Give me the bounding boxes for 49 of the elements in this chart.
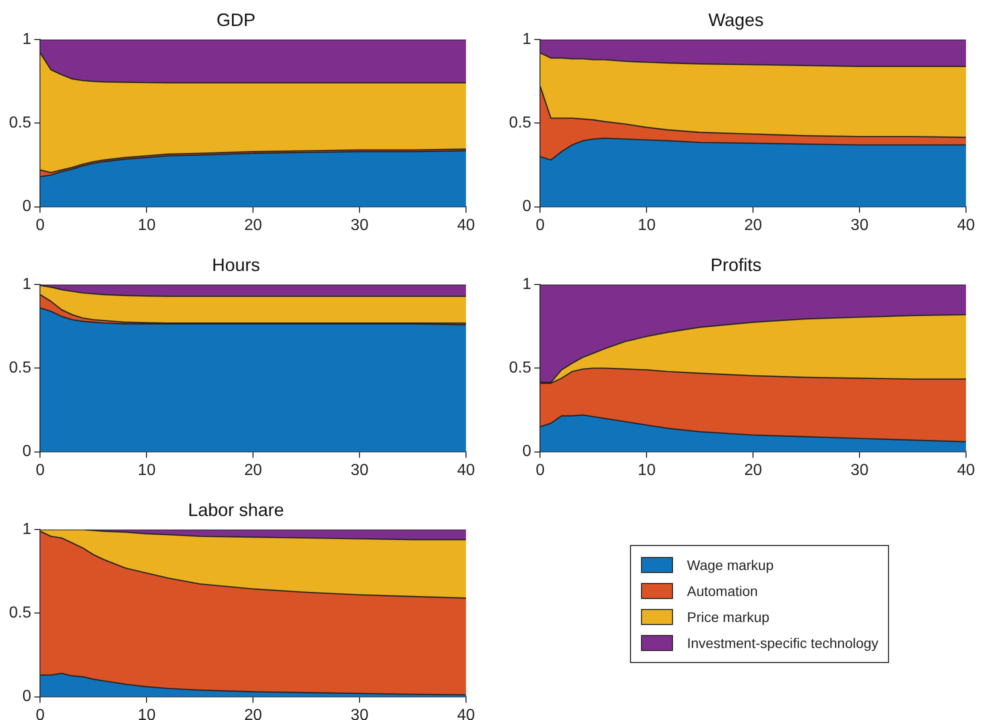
y-tick-label: 0.5 (8, 114, 32, 132)
y-tick-label: 0.5 (508, 114, 532, 132)
x-tick-label: 40 (957, 462, 975, 479)
chart-title: Labor share (188, 500, 284, 520)
x-tick-label: 20 (744, 216, 762, 234)
x-tick-label: 30 (350, 462, 369, 479)
x-tick-label: 10 (138, 462, 156, 479)
x-tick-label: 10 (138, 706, 156, 720)
x-tick-label: 40 (957, 216, 975, 234)
y-tick-label: 1 (522, 276, 532, 294)
legend-label: Wage markup (687, 557, 774, 573)
x-tick-label: 10 (138, 216, 156, 234)
y-tick-label: 0 (22, 688, 32, 706)
x-tick-label: 0 (36, 216, 45, 234)
legend-label: Automation (687, 583, 758, 599)
x-tick-label: 20 (744, 462, 762, 479)
y-tick-label: 0 (22, 198, 32, 216)
legend-label: Investment-specific technology (687, 635, 878, 651)
x-tick-label: 30 (850, 462, 869, 479)
y-tick-label: 0 (22, 443, 32, 460)
chart-title: Wages (708, 10, 764, 30)
chart-title: Hours (212, 254, 260, 275)
x-tick-label: 20 (244, 462, 262, 479)
x-tick-label: 40 (457, 216, 475, 234)
y-tick-label: 1 (22, 31, 32, 48)
x-tick-label: 30 (350, 216, 369, 234)
x-tick-label: 20 (244, 706, 262, 720)
x-tick-label: 20 (244, 216, 262, 234)
chart-title: Profits (710, 254, 762, 275)
y-tick-label: 0 (522, 443, 532, 460)
x-tick-label: 10 (638, 216, 656, 234)
y-tick-label: 0.5 (8, 360, 32, 377)
x-tick-label: 0 (536, 462, 545, 479)
x-tick-label: 0 (36, 706, 45, 720)
chart-title: GDP (216, 10, 256, 30)
y-tick-label: 0.5 (508, 360, 532, 377)
y-tick-label: 1 (522, 31, 532, 48)
x-tick-label: 30 (850, 216, 869, 234)
y-tick-label: 0.5 (8, 604, 32, 622)
x-tick-label: 0 (536, 216, 545, 234)
y-tick-label: 0 (522, 198, 532, 216)
x-tick-label: 10 (638, 462, 656, 479)
x-tick-label: 40 (457, 462, 475, 479)
y-tick-label: 1 (22, 276, 32, 294)
x-tick-label: 30 (350, 706, 369, 720)
legend-label: Price markup (687, 609, 770, 625)
x-tick-label: 0 (36, 462, 45, 479)
x-tick-label: 40 (457, 706, 475, 720)
y-tick-label: 1 (22, 521, 32, 538)
